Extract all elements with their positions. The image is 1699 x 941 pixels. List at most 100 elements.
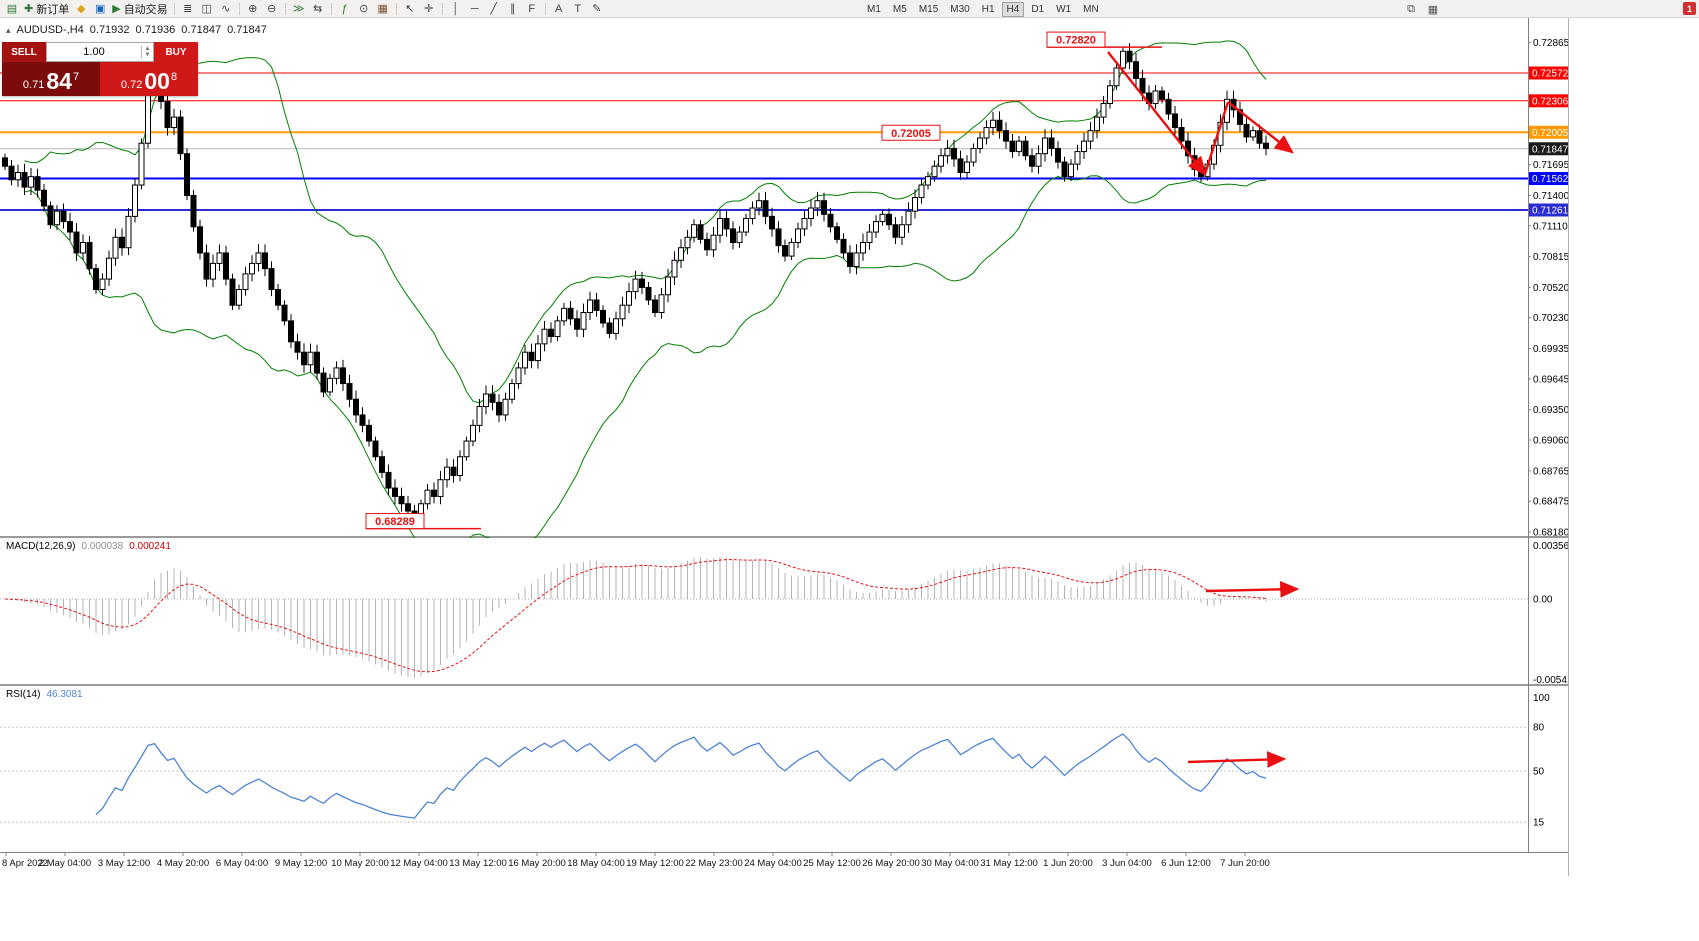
price-axis-badge — [1529, 142, 1568, 156]
macd-indicator-pane[interactable]: 0.003565 0.00 -0.005416 MACD(12,26,9) 0.00… — [0, 538, 1568, 686]
timeframe-button-mn[interactable]: MN — [1083, 3, 1099, 15]
price-axis-label: 0.71695 — [1533, 160, 1568, 171]
rsi-title: RSI(14) — [6, 689, 41, 700]
candlestick-chart-icon: ◫ — [201, 2, 212, 15]
templates-icon[interactable]: ▦ — [374, 1, 392, 17]
zoom-in-icon: ⊕ — [248, 2, 258, 15]
time-axis-label: 8 Apr 2022 — [2, 858, 48, 869]
cursor-icon: ↖ — [405, 2, 415, 15]
sell-price[interactable]: 0.71 84 7 — [2, 62, 100, 96]
auto-scroll-icon: ≫ — [292, 2, 305, 15]
trend-arrow-annotation[interactable] — [1203, 101, 1230, 175]
price-axis-label: 0.71110 — [1533, 221, 1568, 232]
cursor-icon[interactable]: ↖ — [401, 1, 419, 17]
metaeditor-icon[interactable]: ◆ — [72, 1, 90, 17]
price-annotation-label[interactable] — [365, 513, 425, 530]
rsi-axis-label: 100 — [1533, 693, 1550, 704]
price-annotation-label[interactable] — [1046, 31, 1106, 48]
cascade-windows-icon[interactable]: ▦ — [1427, 3, 1439, 16]
fibonacci-icon[interactable]: F — [523, 1, 541, 17]
svg-text:0.68289: 0.68289 — [375, 516, 415, 528]
horizontal-line-icon[interactable]: ─ — [466, 1, 484, 17]
market-watch-icon[interactable]: ▣ — [91, 1, 109, 17]
price-axis-label: 0.68765 — [1533, 466, 1568, 477]
line-chart-icon[interactable]: ∿ — [217, 1, 235, 17]
label-icon[interactable]: T — [569, 1, 587, 17]
stepper-up-icon[interactable]: ▲ — [144, 46, 151, 52]
indicators-icon[interactable]: ƒ — [336, 1, 354, 17]
periods-icon[interactable]: ⊙ — [355, 1, 373, 17]
zoom-out-icon[interactable]: ⊖ — [263, 1, 281, 17]
timeframe-button-w1[interactable]: W1 — [1056, 3, 1072, 15]
zoom-out-icon: ⊖ — [267, 2, 277, 15]
sell-button[interactable]: SELL — [2, 42, 46, 62]
ohlc-low: 0.71847 — [181, 24, 222, 36]
svg-text:0.71261: 0.71261 — [1532, 205, 1568, 216]
rsi-indicator-pane[interactable]: 100 80 50 15 RSI(14) 46.3081 — [0, 686, 1568, 852]
buy-price[interactable]: 0.72 00 8 — [100, 62, 198, 96]
volume-input[interactable]: 1.00 ▲ ▼ — [46, 42, 154, 62]
buy-button[interactable]: BUY — [154, 42, 198, 62]
trendline-icon[interactable]: ╱ — [485, 1, 503, 17]
zoom-in-icon[interactable]: ⊕ — [244, 1, 262, 17]
chart-shift-icon[interactable]: ⇆ — [309, 1, 327, 17]
timeframe-button-h4[interactable]: H4 — [1001, 1, 1025, 17]
metaeditor-icon: ◆ — [76, 2, 86, 15]
main-chart-canvas[interactable]: 0.72865 0.71695 0.71400 0.71110 0.70815 0.705… — [0, 18, 1568, 538]
main-toolbar: ▤ ✚ 新订单 ◆ ▣ ▶ 自动交易 ≣ ◫ ∿ ⊕ ⊖ ≫ ⇆ ƒ ⊙ ▦ ↖ ✛ │ ─ ╱ ∥ F A T ✎ M1 M5 M15… — [0, 0, 1699, 18]
new-order-button[interactable]: ✚ 新订单 — [22, 1, 71, 17]
volume-stepper[interactable]: ▲ ▼ — [141, 46, 153, 58]
price-axis-label: 0.68180 — [1533, 527, 1568, 538]
new-order-button-label: 新订单 — [36, 3, 70, 16]
price-annotation-label[interactable] — [881, 124, 941, 141]
rsi-value: 46.3081 — [46, 689, 83, 700]
tile-windows-icon[interactable]: ⧉ — [1407, 2, 1415, 15]
volume-value[interactable]: 1.00 — [83, 46, 105, 58]
shapes-icon[interactable]: ✎ — [588, 1, 606, 17]
crosshair-icon[interactable]: ✛ — [420, 1, 438, 17]
vertical-line-icon[interactable]: │ — [447, 1, 465, 17]
trend-arrow-annotation[interactable] — [1107, 51, 1207, 176]
candlestick-chart-icon[interactable]: ◫ — [198, 1, 216, 17]
auto-scroll-icon[interactable]: ≫ — [290, 1, 308, 17]
buy-price-big: 00 — [144, 68, 170, 94]
time-axis-label: 9 May 12:00 — [275, 858, 327, 869]
new-order-icon: ✚ — [24, 2, 34, 15]
line-chart-icon: ∿ — [221, 2, 231, 15]
macd-canvas[interactable]: 0.003565 0.00 -0.005416 — [0, 538, 1568, 686]
svg-text:0.72005: 0.72005 — [1532, 128, 1568, 139]
trend-arrow-annotation[interactable] — [1227, 101, 1294, 154]
chart-type-icon[interactable]: ▤ — [3, 1, 21, 17]
macd-arrow-annotation[interactable] — [1205, 580, 1300, 598]
crosshair-icon: ✛ — [424, 2, 434, 15]
main-chart-pane[interactable]: 0.72865 0.71695 0.71400 0.71110 0.70815 0.705… — [0, 18, 1568, 538]
chart-collapse-icon[interactable]: ▴ — [6, 24, 11, 35]
autotrading-icon: ▶ — [112, 2, 121, 15]
price-axis-label: 0.69060 — [1533, 436, 1568, 447]
time-axis-label: 3 May 12:00 — [98, 858, 150, 869]
indicators-icon: ƒ — [341, 2, 348, 15]
timeframe-button-d1[interactable]: D1 — [1031, 3, 1045, 15]
stepper-down-icon[interactable]: ▼ — [144, 52, 151, 58]
label-icon: T — [574, 2, 582, 15]
timeframe-button-h1[interactable]: H1 — [981, 3, 995, 15]
time-axis-label: 10 May 20:00 — [331, 858, 389, 869]
time-axis-label: 7 Jun 20:00 — [1220, 858, 1270, 869]
bar-chart-icon[interactable]: ≣ — [179, 1, 197, 17]
timeframe-toolbar: M1 M5 M15 M30 H1 H4 D1 W1 MN — [862, 1, 1104, 17]
time-axis-label: 1 Jun 20:00 — [1043, 858, 1093, 869]
toolbar-separator — [284, 2, 286, 15]
notification-badge[interactable]: 1 — [1683, 2, 1696, 15]
time-axis-label: 3 Jun 04:00 — [1102, 858, 1152, 869]
timeframe-button-m30[interactable]: M30 — [950, 3, 970, 15]
rsi-arrow-annotation[interactable] — [1187, 751, 1287, 768]
timeframe-button-m1[interactable]: M1 — [867, 3, 881, 15]
channel-icon[interactable]: ∥ — [504, 1, 522, 17]
timeframe-button-m5[interactable]: M5 — [892, 3, 907, 15]
text-icon[interactable]: A — [550, 1, 568, 17]
autotrading-button[interactable]: ▶ 自动交易 — [110, 1, 169, 17]
ohlc-open: 0.71932 — [89, 24, 130, 36]
price-axis-label: 0.68475 — [1533, 497, 1568, 508]
timeframe-button-m15[interactable]: M15 — [918, 3, 939, 15]
rsi-canvas[interactable]: 100 80 50 15 — [0, 686, 1568, 852]
